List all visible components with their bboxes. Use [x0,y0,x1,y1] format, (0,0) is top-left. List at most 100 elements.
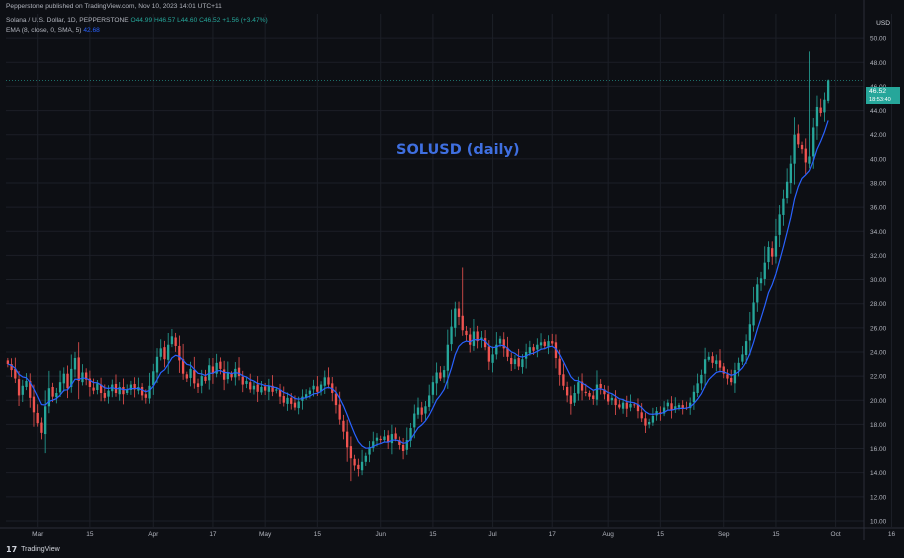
x-tick-label: Jun [375,531,386,538]
candle-body [196,383,200,387]
candle-body [230,373,233,378]
candle-body [174,337,177,346]
candle-body [759,278,763,284]
candle-body [606,394,610,402]
candle-body [528,347,532,354]
x-tick-label: 15 [772,531,780,538]
candle-body [439,372,442,379]
candle-body [424,406,427,414]
candle-body [502,339,505,349]
candle-body [625,402,628,409]
candle-body [133,383,136,390]
symbol-name[interactable]: Solana / U.S. Dollar, 1D, PEPPERSTONE [6,17,129,24]
candle-body [662,407,666,414]
candle-body [81,372,84,383]
candle-body [342,420,345,432]
y-tick-label: 18.00 [870,422,887,429]
candle-body [290,397,293,404]
candle-body [789,163,793,183]
candle-body [383,436,386,441]
candle-body [122,386,125,395]
candle-body [491,354,494,363]
candle-body [480,337,483,340]
candle-body [222,369,226,380]
candle-body [241,376,244,385]
candle-body [722,366,725,374]
candle-body [648,421,651,425]
y-tick-label: 30.00 [870,277,887,284]
candle-body [804,148,807,163]
candle-body [461,315,464,331]
candle-body [99,384,103,394]
candle-body [73,358,77,370]
candle-body [155,356,159,373]
candle-body [394,433,397,439]
bar-countdown: 18:53:40 [869,97,891,103]
candle-body [826,80,830,101]
candle-body [446,344,449,371]
candle-body [633,404,636,406]
candle-body [670,403,673,410]
last-price: 46.52 [869,88,887,95]
candle-body [562,374,565,386]
y-tick-label: 14.00 [870,470,887,477]
y-tick-label: 34.00 [870,229,887,236]
y-tick-label: 32.00 [870,253,887,260]
x-tick-label: Mar [32,531,44,538]
symbol-line: Solana / U.S. Dollar, 1D, PEPPERSTONE O4… [6,17,268,24]
candle-body [304,394,308,398]
candle-body [275,389,278,391]
candle-body [457,308,461,317]
candle-body [368,447,371,455]
candle-body [263,386,267,391]
candle-body [752,302,755,326]
candle-body [636,404,640,412]
candle-body [558,358,561,375]
candle-body [450,326,453,345]
candle-body [237,367,241,377]
y-tick-label: 44.00 [870,108,887,115]
open-value: O44.99 [130,17,153,24]
candle-body [372,441,375,448]
candle-body [144,394,147,398]
candle-body [577,382,580,394]
y-tick-label: 28.00 [870,301,887,308]
currency-label[interactable]: USD [876,20,890,27]
candle-body [812,127,815,157]
candle-body [249,382,252,390]
candle-body [599,383,602,389]
candle-body [260,386,263,393]
candle-body [405,440,408,450]
candle-body [36,412,39,424]
candle-body [32,396,36,413]
candle-body [442,370,446,378]
low-value: L44.60 [177,17,198,24]
publisher-line: Pepperstone published on TradingView.com… [6,3,222,10]
x-tick-label: Oct [831,531,841,538]
candle-body [70,368,73,387]
candle-body [718,360,722,368]
y-tick-label: 22.00 [870,374,887,381]
candle-body [25,380,28,387]
candle-body [107,390,110,397]
candle-body [498,338,502,344]
candle-body [793,134,796,164]
candle-body [416,407,420,415]
x-tick-label: Apr [148,531,159,538]
x-tick-label: May [259,531,272,538]
candle-body [55,393,58,398]
candle-body [58,382,62,393]
candle-body [200,376,203,386]
ema-value: 42.68 [83,27,100,34]
candle-body [349,446,353,459]
candle-body [10,364,13,371]
candle-body [674,406,677,410]
candle-body [6,360,10,365]
candle-body [547,341,550,348]
ema-legend[interactable]: EMA (8, close, 0, SMA, 5) 42.68 [6,27,100,34]
x-tick-label: 15 [657,531,665,538]
tradingview-footer[interactable]: 17 TradingView [6,545,60,554]
candle-body [167,344,170,360]
change-value: +1.56 (+3.47%) [222,17,268,24]
